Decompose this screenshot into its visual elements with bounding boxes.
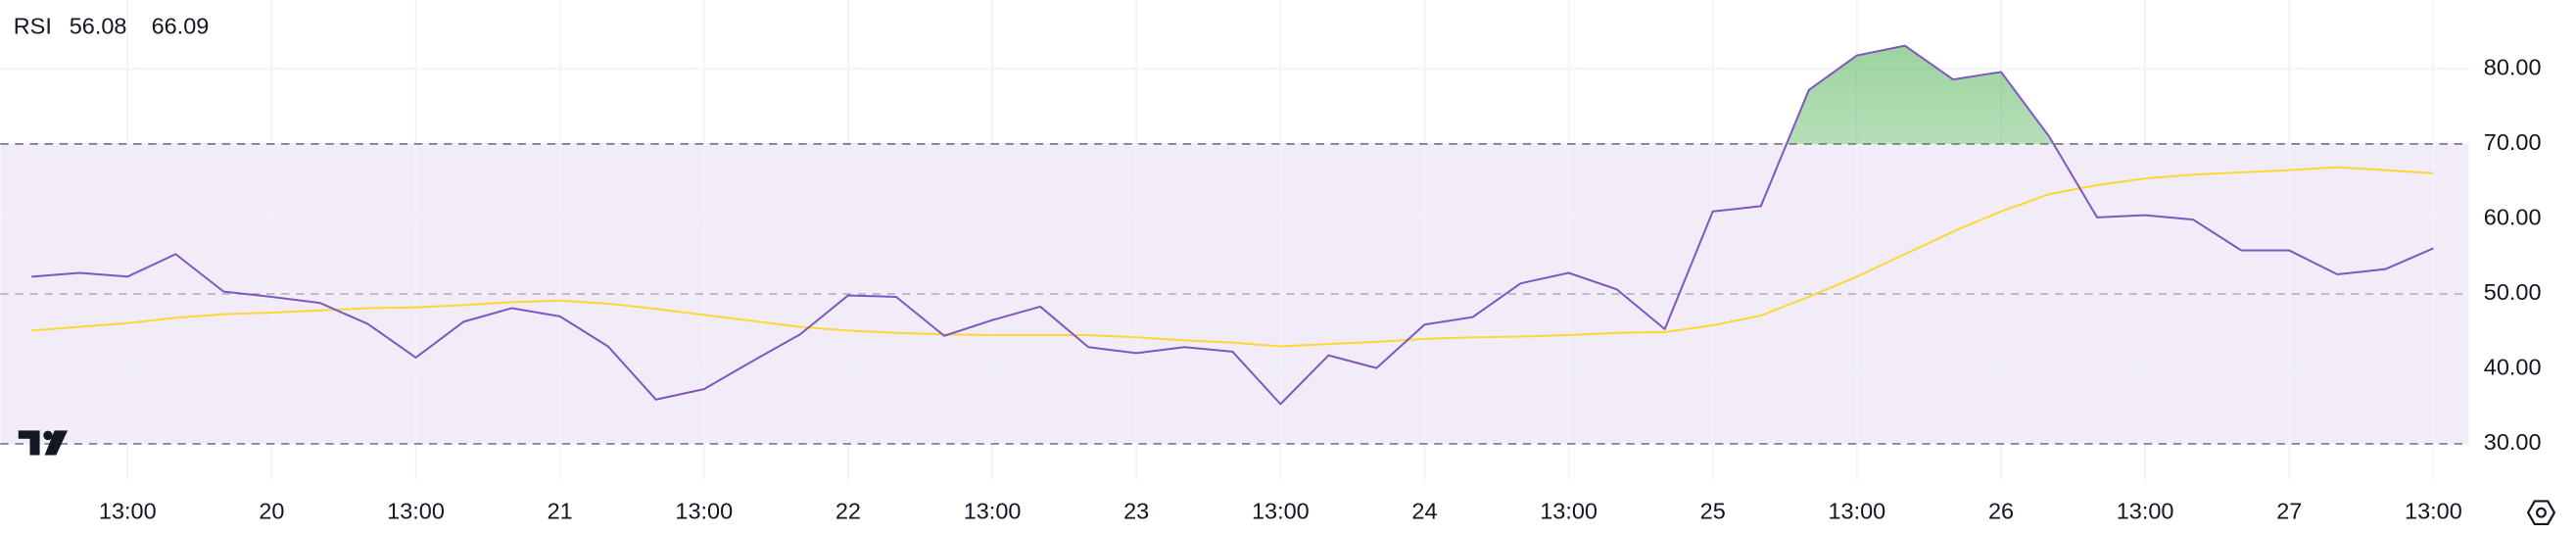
x-tick-label: 23 — [1123, 498, 1149, 523]
legend: RSI 56.08 66.09 — [14, 14, 210, 39]
x-tick-label: 13:00 — [99, 498, 157, 523]
series-line — [31, 166, 2434, 348]
x-tick-label: 13:00 — [387, 498, 445, 523]
legend-title: RSI — [14, 14, 52, 39]
x-tick-label: 21 — [548, 498, 573, 523]
x-tick-label: 13:00 — [1540, 498, 1598, 523]
settings-button[interactable] — [2526, 500, 2555, 526]
tradingview-logo — [18, 430, 69, 456]
x-tick-label: 13:00 — [2117, 498, 2174, 523]
x-tick-label: 25 — [1700, 498, 1726, 523]
x-tick-label: 24 — [1411, 498, 1437, 523]
y-tick-label: 60.00 — [2484, 205, 2542, 230]
y-tick-label: 80.00 — [2484, 55, 2542, 80]
x-tick-label: 13:00 — [675, 498, 733, 523]
x-tick-label: 13:00 — [1252, 498, 1310, 523]
x-tick-label: 20 — [259, 498, 284, 523]
legend-value: 56.08 — [70, 14, 127, 39]
axes: 30.00 40.00 50.00 60.00 70.00 80.00 13:00 20 13:… — [99, 55, 2542, 524]
x-tick-label: 22 — [835, 498, 861, 523]
x-tick-label: 27 — [2276, 498, 2302, 523]
x-tick-label: 13:00 — [2405, 498, 2462, 523]
x-tick-label: 26 — [1988, 498, 2014, 523]
y-tick-label: 40.00 — [2484, 355, 2542, 380]
series-line — [31, 44, 2434, 406]
series-layer — [31, 44, 2434, 406]
x-tick-label: 13:00 — [964, 498, 1022, 523]
x-tick-label: 13:00 — [1829, 498, 1886, 523]
y-tick-label: 30.00 — [2484, 429, 2542, 455]
legend-value: 66.09 — [152, 14, 210, 39]
y-tick-label: 50.00 — [2484, 279, 2542, 305]
y-tick-label: 70.00 — [2484, 129, 2542, 155]
overbought-area — [1787, 45, 2054, 144]
